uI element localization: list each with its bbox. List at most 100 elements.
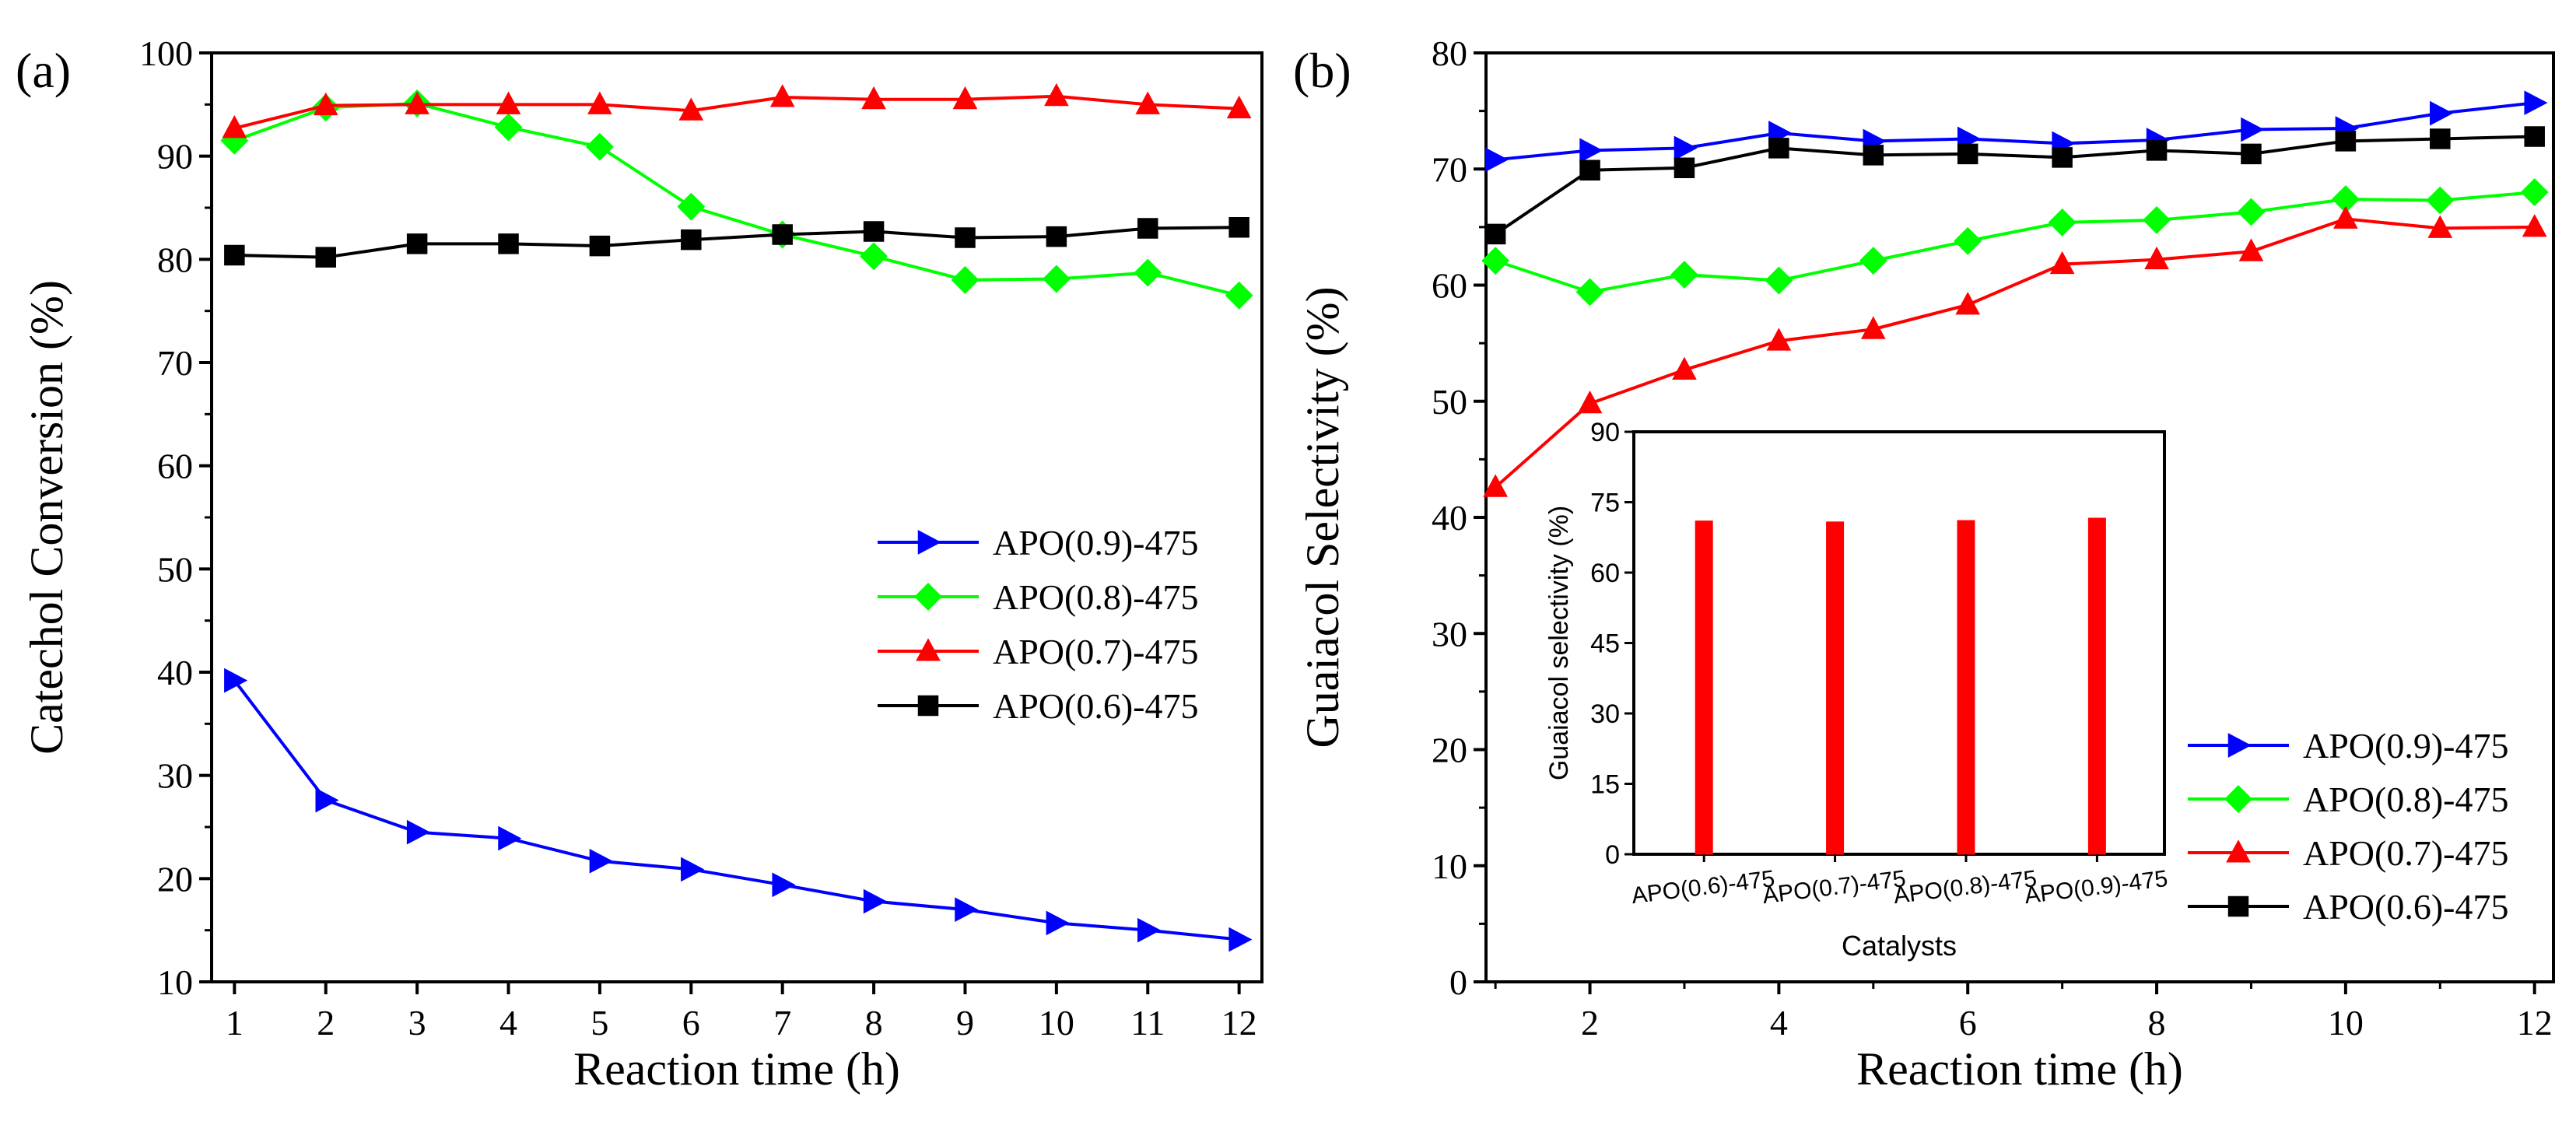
panel-b-point-apo-0-7-475 (2238, 238, 2264, 261)
panel-a-point-apo-0-8-475 (677, 192, 706, 221)
panel-a-point-apo-0-8-475 (1225, 281, 1253, 310)
panel-b-point-apo-0-8-475 (2143, 205, 2171, 234)
panel-b-point-apo-0-6-475 (2524, 126, 2545, 147)
panel-a-legend: APO(0.9)-475 APO(0.8)-475 APO(0.7)-475 APO(… (878, 523, 1198, 726)
panel-a-point-apo-0-6-475 (315, 247, 336, 268)
panel-a-y-tick-label: 80 (157, 240, 193, 279)
panel-b-legend-label: APO(0.8)-475 (2303, 780, 2508, 819)
panel-a-line-apo-0-8-475 (233, 101, 1240, 297)
panel-b-point-apo-0-9-475 (1484, 147, 1509, 173)
panel-a-x-tick-label: 3 (408, 1003, 426, 1043)
panel-a-x-tick-label: 6 (682, 1003, 700, 1043)
panel-a-x-tick-label: 2 (317, 1003, 335, 1043)
panel-a-x-tick-label: 8 (865, 1003, 883, 1043)
panel-a-point-apo-0-9-475 (772, 872, 796, 898)
panel-b-point-apo-0-6-475 (1863, 145, 1884, 166)
inset-x-axis-label: Catalysts (1842, 930, 1957, 962)
panel-b-line-apo-0-6-475 (1495, 135, 2535, 236)
panel-a-y-tick-label: 100 (139, 33, 193, 73)
panel-a-point-apo-0-6-475 (863, 221, 885, 242)
panel-a-point-apo-0-6-475 (955, 227, 976, 248)
inset-y-tick-label: 45 (1590, 629, 1620, 659)
panel-a-line-apo-0-7-475 (233, 94, 1239, 130)
panel-b-point-apo-0-6-475 (1768, 138, 1789, 159)
panel-b-x-axis-label: Reaction time (h) (1856, 1043, 2183, 1095)
panel-a-legend-label: APO(0.8)-475 (993, 577, 1198, 617)
panel-b-point-apo-0-8-475 (2426, 186, 2455, 215)
panel-a-x-axis-label: Reaction time (h) (573, 1043, 900, 1095)
inset-y-tick-label: 60 (1590, 559, 1620, 588)
panel-b-point-apo-0-8-475 (1765, 266, 1793, 295)
panel-a-point-apo-0-9-475 (498, 825, 522, 851)
panel-b-legend-marker (2224, 785, 2252, 813)
panel-b-series-apo-0-6-475 (1484, 126, 2545, 245)
panel-b-y-tick-label: 80 (1432, 33, 1467, 73)
panel-a-line-apo-0-9-475 (233, 679, 1239, 941)
panel-a-x-tick-label: 1 (226, 1003, 244, 1043)
panel-a-legend-marker (914, 583, 942, 611)
panel-a-y-tick-label: 60 (157, 447, 193, 486)
panel-b-legend-label: APO(0.7)-475 (2303, 833, 2508, 873)
panel-a-point-apo-0-6-475 (1046, 226, 1067, 247)
panel-b-point-apo-0-9-475 (2524, 90, 2548, 116)
inset-x-tick-label: APO(0.7)-475 (1761, 866, 1908, 909)
inset-y-tick-label: 75 (1590, 489, 1620, 518)
panel-a-point-apo-0-9-475 (589, 848, 613, 874)
panel-a-point-apo-0-9-475 (224, 668, 248, 693)
panel-b-point-apo-0-7-475 (1483, 474, 1508, 497)
panel-b-point-apo-0-7-475 (1860, 316, 1886, 339)
panel-a-point-apo-0-6-475 (498, 233, 519, 254)
panel-a-point-apo-0-6-475 (406, 233, 428, 254)
panel-a-x-tick-label: 7 (773, 1003, 791, 1043)
panel-b-x-tick-label: 10 (2328, 1003, 2364, 1043)
panel-b-point-apo-0-6-475 (2052, 147, 2073, 168)
panel-b-y-axis-label: Guaiacol Selectivity (%) (1297, 286, 1348, 748)
panel-a-point-apo-0-6-475 (589, 235, 611, 257)
panel-b-point-apo-0-6-475 (1484, 223, 1506, 245)
panel-a-panel-label: (a) (16, 43, 71, 98)
panel-a-point-apo-0-9-475 (863, 888, 887, 914)
panel-b-point-apo-0-9-475 (2241, 117, 2265, 142)
panel-a-point-apo-0-9-475 (955, 897, 979, 922)
panel-b-point-apo-0-7-475 (1955, 292, 1981, 315)
panel-a-legend-marker (916, 638, 941, 661)
panel-a-point-apo-0-6-475 (1137, 218, 1158, 239)
panel-a-point-apo-0-7-475 (861, 86, 886, 110)
panel-b-point-apo-0-7-475 (1672, 356, 1697, 380)
panel-a-point-apo-0-9-475 (1228, 927, 1253, 952)
panel-a-x-tick-label: 4 (499, 1003, 517, 1043)
panel-a-y-tick-label: 40 (157, 653, 193, 692)
inset-bar-apo-0-7-475 (1826, 521, 1845, 855)
panel-b-y-tick-label: 20 (1432, 731, 1467, 770)
panel-b-point-apo-0-6-475 (1579, 159, 1600, 180)
panel-b-point-apo-0-6-475 (2335, 131, 2357, 152)
panel-b-legend-label: APO(0.6)-475 (2303, 887, 2508, 927)
panel-a-point-apo-0-9-475 (1046, 910, 1070, 936)
panel-a-point-apo-0-6-475 (772, 224, 793, 245)
panel-a-point-apo-0-7-475 (678, 97, 704, 121)
panel-a-y-tick-label: 70 (157, 343, 193, 383)
panel-b-series-apo-0-9-475 (1484, 90, 2548, 173)
panel-b-y-tick-label: 0 (1449, 962, 1467, 1002)
panel-a-x-tick-label: 11 (1130, 1003, 1165, 1043)
inset-frame (1632, 430, 2166, 856)
panel-a-series-apo-0-7-475 (222, 82, 1252, 138)
inset-y-tick-label: 30 (1590, 699, 1620, 729)
panel-b-point-apo-0-8-475 (2520, 178, 2549, 207)
panel-b-point-apo-0-7-475 (2427, 215, 2453, 238)
panel-b-point-apo-0-9-475 (1674, 135, 1698, 161)
panel-a-point-apo-0-7-475 (313, 92, 338, 116)
panel-b-point-apo-0-7-475 (2333, 205, 2358, 229)
panel-a-point-apo-0-9-475 (681, 857, 705, 882)
panel-a-x-tick-label: 5 (591, 1003, 608, 1043)
panel-b-point-apo-0-8-475 (2237, 198, 2266, 226)
panel-b-point-apo-0-7-475 (1766, 328, 1792, 351)
panel-b-series-apo-0-7-475 (1483, 205, 2547, 497)
panel-a-legend-marker (917, 530, 941, 555)
panel-b-x-tick-label: 12 (2517, 1003, 2553, 1043)
panel-a-point-apo-0-8-475 (951, 265, 980, 294)
panel-b-point-apo-0-8-475 (2048, 208, 2077, 237)
panel-a-panel: 1 2 3 4 5 6 7 8 9 10 11 12102030405060708090100Reac… (16, 33, 1263, 1095)
panel-b-point-apo-0-6-475 (1674, 157, 1695, 179)
inset-y-tick-label: 0 (1605, 840, 1620, 870)
